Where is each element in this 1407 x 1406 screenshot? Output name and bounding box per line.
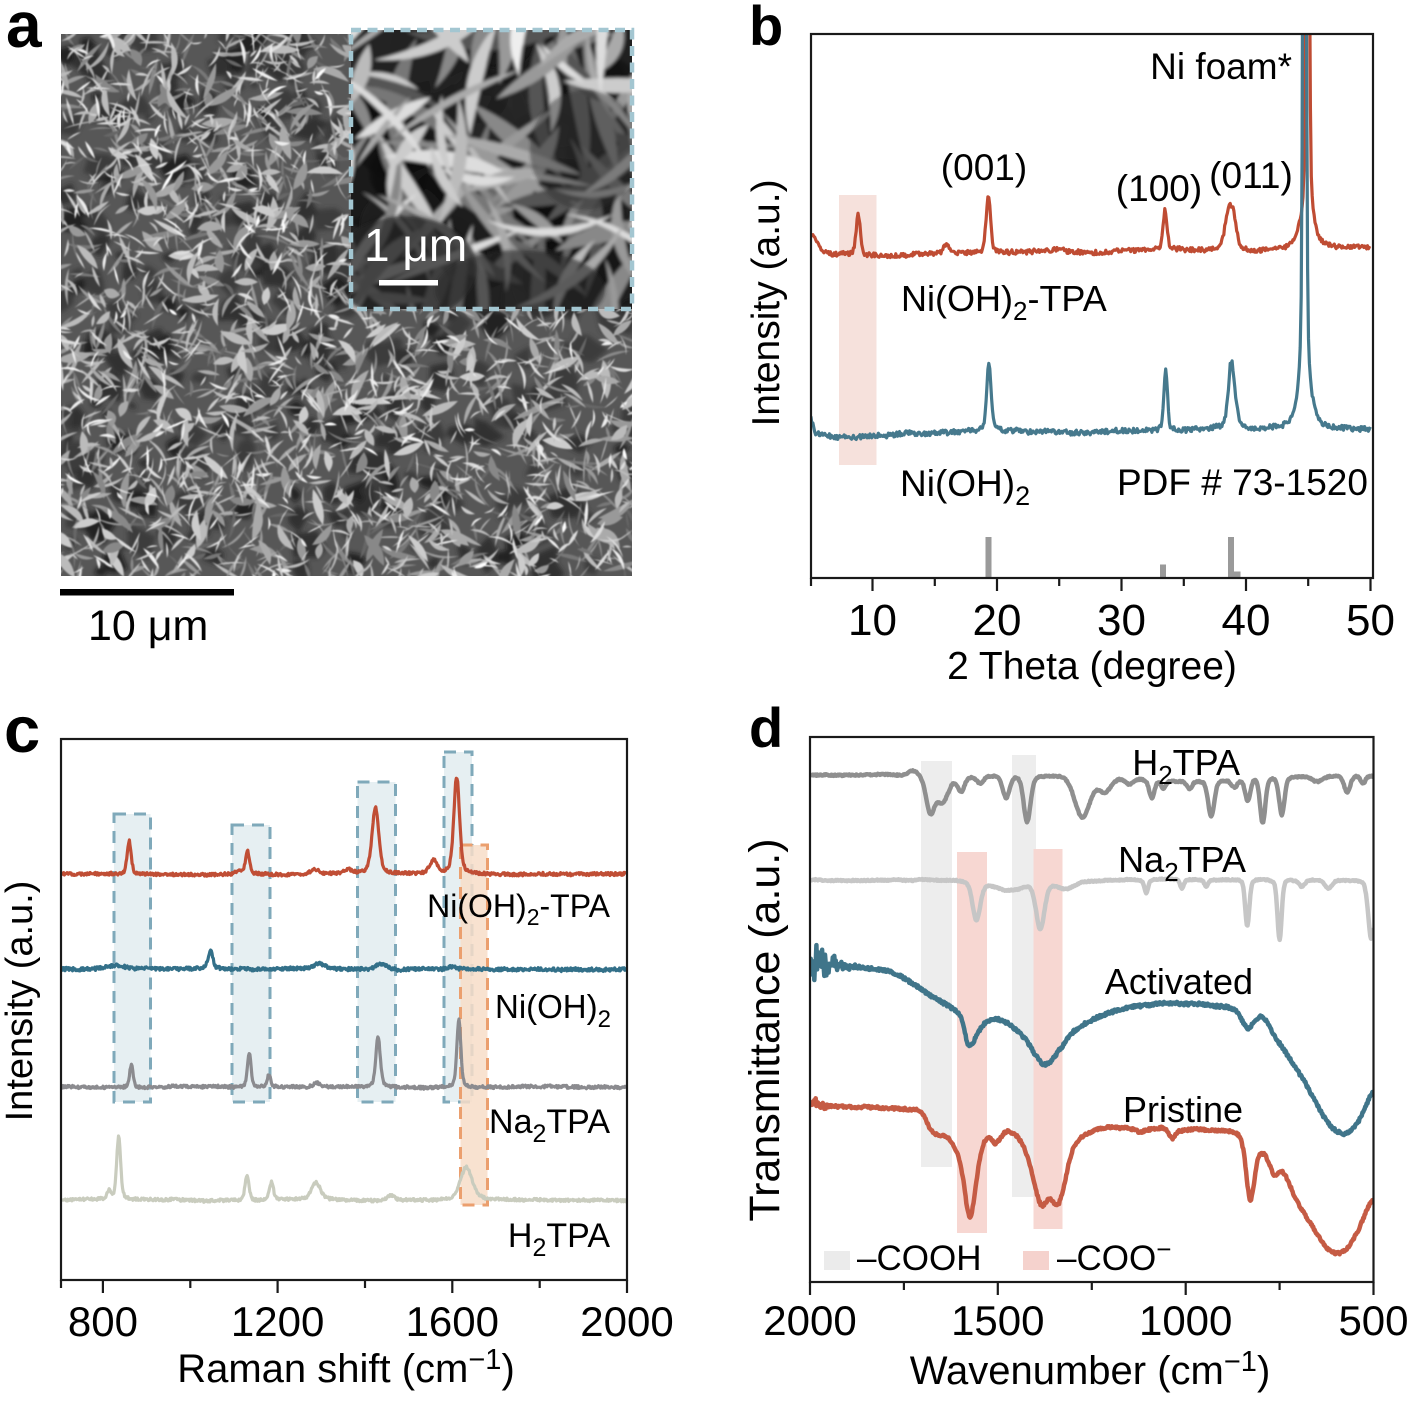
svg-text:Ni foam*: Ni foam* [1150,46,1292,87]
svg-text:1500: 1500 [951,1297,1044,1344]
svg-text:b: b [749,0,783,57]
svg-text:Ni(OH)2: Ni(OH)2 [900,463,1030,511]
svg-text:Raman shift (cm−1): Raman shift (cm−1) [177,1344,515,1391]
svg-text:(001): (001) [941,147,1027,188]
svg-text:Ni(OH)2-TPA: Ni(OH)2-TPA [901,278,1107,326]
svg-text:(011): (011) [1209,155,1293,196]
svg-text:2 Theta (degree): 2 Theta (degree) [947,645,1237,688]
svg-text:d: d [749,696,783,759]
svg-text:Activated: Activated [1105,961,1253,1002]
svg-text:–COOH: –COOH [857,1239,981,1278]
svg-text:1200: 1200 [231,1298,324,1345]
svg-text:800: 800 [68,1298,138,1345]
svg-text:1600: 1600 [406,1298,499,1345]
svg-text:Na2TPA: Na2TPA [1118,839,1246,887]
svg-text:Intensity (a.u.): Intensity (a.u.) [0,881,41,1122]
svg-text:20: 20 [973,596,1022,645]
svg-text:1 μm: 1 μm [364,219,467,271]
svg-text:H2TPA: H2TPA [1132,742,1240,790]
svg-text:500: 500 [1338,1297,1407,1344]
svg-text:40: 40 [1222,596,1271,645]
svg-text:10 μm: 10 μm [88,602,208,650]
svg-text:2000: 2000 [580,1298,673,1345]
svg-text:Intensity (a.u.): Intensity (a.u.) [745,179,788,426]
svg-text:H2TPA: H2TPA [508,1217,610,1262]
svg-text:–COO−: –COO− [1057,1234,1171,1278]
svg-text:c: c [4,693,40,766]
svg-text:2000: 2000 [763,1297,856,1344]
svg-text:Ni(OH)2-TPA: Ni(OH)2-TPA [427,888,611,930]
svg-text:1000: 1000 [1139,1297,1232,1344]
svg-text:PDF # 73-1520: PDF # 73-1520 [1117,462,1368,503]
svg-text:Pristine: Pristine [1123,1089,1243,1130]
svg-text:Na2TPA: Na2TPA [489,1103,610,1148]
svg-text:50: 50 [1346,596,1395,645]
svg-text:10: 10 [848,596,897,645]
svg-text:30: 30 [1097,596,1146,645]
svg-text:a: a [6,0,42,61]
svg-text:Wavenumber (cm−1): Wavenumber (cm−1) [910,1346,1271,1393]
svg-text:(100): (100) [1116,168,1202,209]
svg-text:Transmittance (a.u.): Transmittance (a.u.) [741,838,789,1221]
